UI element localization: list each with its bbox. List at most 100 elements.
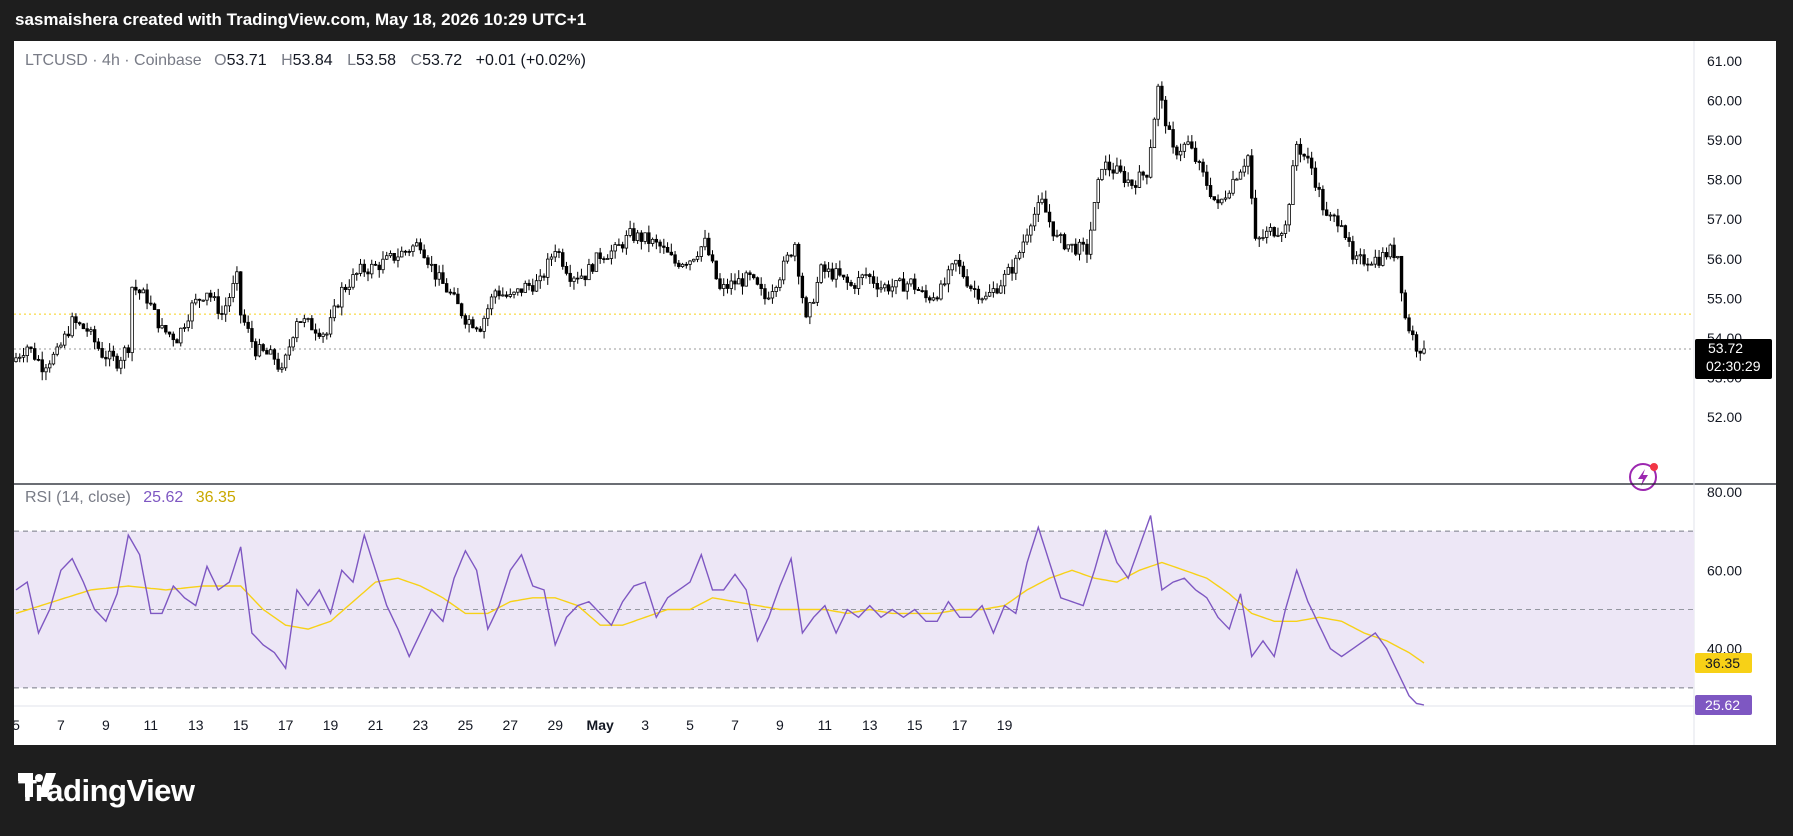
candle <box>1118 159 1123 174</box>
candle <box>538 269 542 289</box>
candle <box>175 338 179 344</box>
time-tick-label: 13 <box>862 717 878 733</box>
candle <box>534 274 539 292</box>
candle <box>1343 224 1348 240</box>
candle <box>1294 141 1299 171</box>
candle <box>1298 138 1303 163</box>
candle <box>1411 325 1415 341</box>
price-tick-label: 52.00 <box>1707 409 1742 425</box>
candle <box>242 309 247 326</box>
candle <box>665 242 670 253</box>
candle <box>894 280 898 295</box>
time-tick-label: 17 <box>952 717 968 733</box>
lightning-icon[interactable] <box>1629 463 1658 491</box>
candle <box>718 273 722 291</box>
candle <box>579 268 584 280</box>
rsi-legend: RSI (14, close) 25.62 36.35 <box>25 489 236 506</box>
candle <box>1077 239 1082 261</box>
candle <box>1212 196 1216 202</box>
time-tick-label: May <box>587 717 614 733</box>
candle <box>1358 248 1363 265</box>
candle <box>1418 350 1422 361</box>
time-tick-label: 7 <box>731 717 739 733</box>
candle <box>1414 331 1419 358</box>
candle <box>340 282 344 316</box>
candle <box>841 274 846 281</box>
rsi-tick-label: 40.00 <box>1707 641 1742 657</box>
candle <box>467 315 471 333</box>
chart-svg[interactable]: 61.0060.0059.0058.0057.0056.0055.0054.00… <box>14 41 1776 745</box>
price-tick-label: 57.00 <box>1707 211 1742 227</box>
candle <box>201 299 205 302</box>
candle <box>287 339 292 361</box>
candle <box>1107 154 1112 177</box>
time-axis[interactable]: 5 7 9 11 13 15 17 19 21 23 25 27 29 May 3 5 7 9 11 13 15 17 19 <box>14 717 1013 733</box>
candle <box>928 295 932 304</box>
candle <box>890 278 894 298</box>
candle <box>1280 231 1284 242</box>
rsi-badge: 25.62 <box>1695 694 1752 715</box>
candle <box>1085 239 1089 263</box>
time-tick-label: 3 <box>641 717 649 733</box>
candle <box>680 262 685 268</box>
candle <box>355 272 359 281</box>
price-pane[interactable] <box>14 81 1694 381</box>
candle <box>766 291 771 301</box>
candle <box>489 293 494 316</box>
candle <box>504 291 509 299</box>
time-tick-label: 9 <box>102 717 110 733</box>
candle <box>1092 202 1097 231</box>
candle <box>654 234 659 250</box>
candle <box>145 283 149 310</box>
candle <box>935 295 939 302</box>
candle <box>1339 220 1344 228</box>
candle <box>1017 250 1022 261</box>
candle <box>508 288 512 299</box>
candle <box>486 304 490 327</box>
rsi-pane[interactable] <box>14 515 1694 706</box>
candle <box>1246 153 1250 175</box>
candle <box>1283 220 1288 239</box>
candle <box>800 272 805 304</box>
candle <box>853 282 857 295</box>
candle <box>1351 235 1355 265</box>
price-tick-label: 59.00 <box>1707 132 1742 148</box>
candle <box>1036 195 1040 222</box>
time-tick-label: 15 <box>233 717 249 733</box>
candle <box>1104 155 1108 176</box>
candle <box>231 275 235 303</box>
candle <box>1021 234 1026 258</box>
candle <box>400 246 404 258</box>
candle <box>954 259 958 272</box>
candle <box>980 297 984 304</box>
candle <box>478 326 483 333</box>
candle <box>310 315 314 331</box>
candle <box>572 275 576 290</box>
symbol-label: LTCUSD · 4h · Coinbase <box>25 52 202 69</box>
tradingview-logo[interactable]: TradingView <box>18 773 195 809</box>
candle <box>1208 177 1213 199</box>
candle <box>190 299 194 330</box>
candle <box>448 288 453 296</box>
candle <box>1130 179 1134 190</box>
time-tick-label: 13 <box>188 717 204 733</box>
candle <box>362 259 366 277</box>
candle <box>18 353 22 363</box>
candle <box>823 261 827 279</box>
rsi-tick-label: 60.00 <box>1707 562 1742 578</box>
candle <box>137 288 142 300</box>
candle <box>104 350 108 367</box>
candle <box>1377 250 1381 269</box>
candle <box>1032 207 1037 231</box>
rsi-axis[interactable]: 80.00 60.00 40.00 <box>1707 484 1742 657</box>
candle <box>804 295 808 319</box>
candle <box>707 232 711 257</box>
rsi-value: 25.62 <box>143 489 183 506</box>
candle <box>740 273 745 295</box>
rsi-badge-bg <box>1695 694 1752 715</box>
price-badge-countdown: 02:30:29 <box>1706 358 1761 374</box>
candle <box>662 238 666 254</box>
candle <box>250 320 254 348</box>
candle <box>1010 259 1014 281</box>
candle <box>516 288 520 296</box>
